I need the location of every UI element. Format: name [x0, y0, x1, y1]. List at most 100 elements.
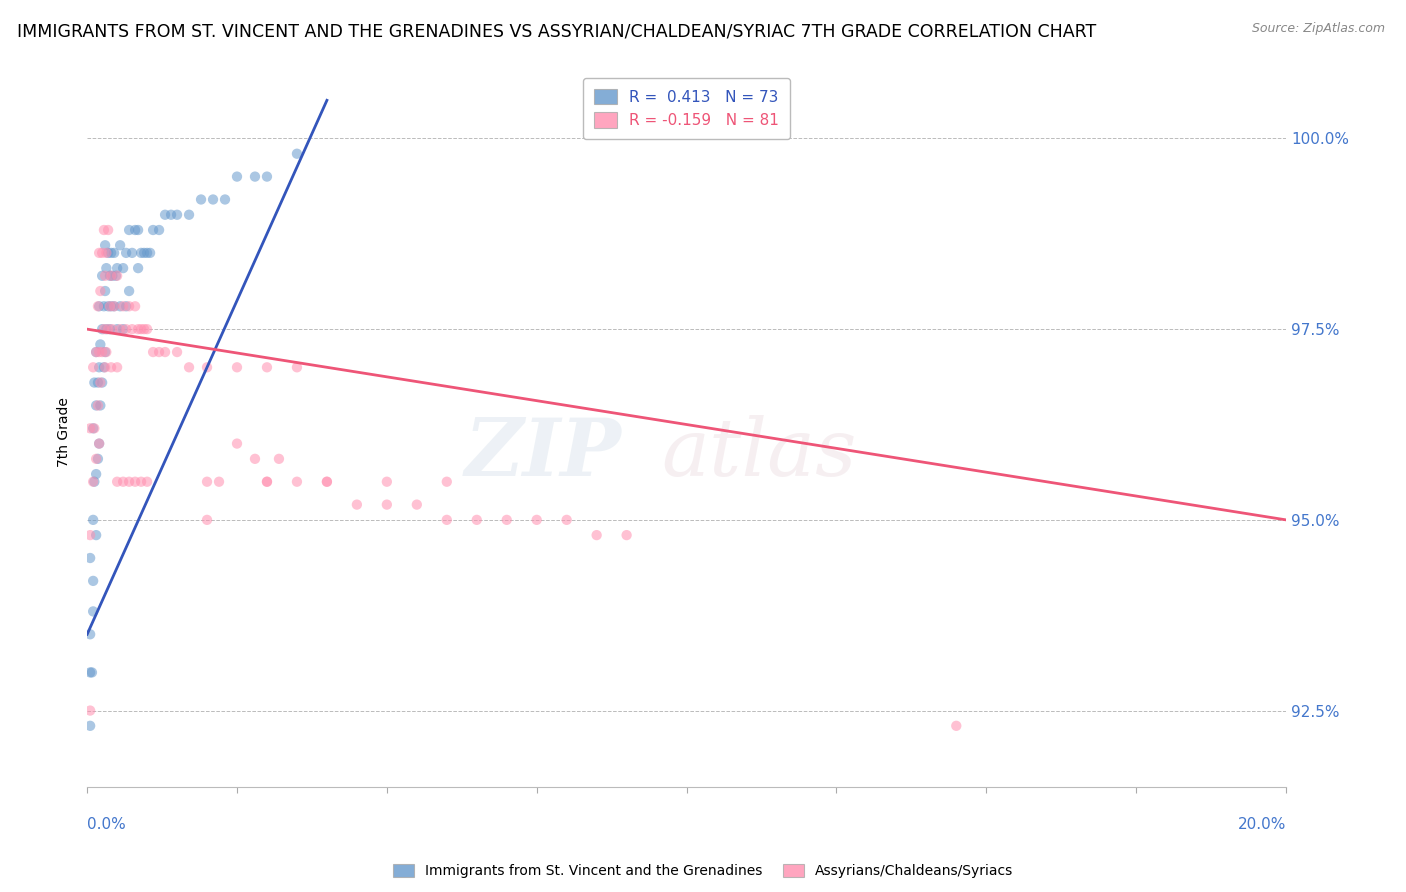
- Point: [101, 268, 124, 283]
- Point: [91, 268, 114, 283]
- Point: [142, 345, 165, 359]
- Point: [82, 513, 104, 527]
- Point: [84, 467, 107, 481]
- Point: [83, 421, 105, 435]
- Point: [89, 299, 111, 313]
- Point: [267, 451, 290, 466]
- Point: [585, 528, 607, 542]
- Point: [118, 284, 141, 298]
- Point: [96, 261, 118, 276]
- Point: [89, 246, 111, 260]
- Point: [100, 299, 122, 313]
- Point: [177, 208, 200, 222]
- Point: [98, 299, 121, 313]
- Point: [94, 238, 117, 252]
- Point: [80, 665, 103, 680]
- Point: [105, 268, 128, 283]
- Point: [118, 223, 141, 237]
- Point: [132, 246, 155, 260]
- Point: [96, 322, 118, 336]
- Point: [93, 360, 115, 375]
- Point: [127, 322, 149, 336]
- Point: [256, 475, 278, 489]
- Point: [100, 268, 122, 283]
- Point: [79, 704, 101, 718]
- Point: [118, 299, 141, 313]
- Point: [97, 223, 120, 237]
- Point: [124, 223, 146, 237]
- Point: [105, 475, 128, 489]
- Point: [101, 322, 124, 336]
- Point: [153, 345, 176, 359]
- Point: [945, 719, 967, 733]
- Point: [98, 322, 121, 336]
- Point: [100, 360, 122, 375]
- Point: [127, 223, 149, 237]
- Point: [79, 421, 101, 435]
- Point: [202, 193, 225, 207]
- Point: [108, 238, 131, 252]
- Point: [93, 299, 115, 313]
- Point: [94, 345, 117, 359]
- Point: [190, 193, 212, 207]
- Point: [208, 475, 231, 489]
- Point: [89, 345, 111, 359]
- Point: [112, 322, 135, 336]
- Point: [89, 436, 111, 450]
- Point: [82, 360, 104, 375]
- Point: [82, 421, 104, 435]
- Point: [526, 513, 548, 527]
- Point: [89, 284, 111, 298]
- Point: [285, 360, 308, 375]
- Point: [129, 322, 152, 336]
- Point: [316, 475, 339, 489]
- Point: [148, 345, 170, 359]
- Point: [256, 169, 278, 184]
- Point: [139, 246, 162, 260]
- Point: [226, 436, 249, 450]
- Point: [346, 498, 368, 512]
- Point: [148, 223, 170, 237]
- Point: [112, 299, 135, 313]
- Point: [160, 208, 183, 222]
- Point: [83, 376, 105, 390]
- Point: [129, 246, 152, 260]
- Point: [89, 376, 111, 390]
- Point: [96, 345, 118, 359]
- Text: ZIP: ZIP: [464, 415, 621, 492]
- Point: [136, 322, 159, 336]
- Point: [100, 246, 122, 260]
- Point: [226, 169, 249, 184]
- Point: [195, 513, 218, 527]
- Point: [243, 451, 266, 466]
- Point: [129, 475, 152, 489]
- Point: [436, 513, 458, 527]
- Point: [115, 299, 138, 313]
- Point: [195, 360, 218, 375]
- Point: [616, 528, 638, 542]
- Point: [84, 451, 107, 466]
- Point: [83, 475, 105, 489]
- Point: [214, 193, 236, 207]
- Point: [256, 475, 278, 489]
- Point: [124, 475, 146, 489]
- Point: [112, 475, 135, 489]
- Point: [112, 261, 135, 276]
- Text: Source: ZipAtlas.com: Source: ZipAtlas.com: [1251, 22, 1385, 36]
- Point: [136, 475, 159, 489]
- Point: [89, 360, 111, 375]
- Point: [465, 513, 488, 527]
- Point: [89, 337, 111, 351]
- Point: [93, 223, 115, 237]
- Point: [103, 299, 125, 313]
- Point: [94, 268, 117, 283]
- Point: [103, 246, 125, 260]
- Point: [79, 551, 101, 566]
- Point: [87, 451, 110, 466]
- Point: [89, 399, 111, 413]
- Point: [115, 322, 138, 336]
- Point: [153, 208, 176, 222]
- Legend: R =  0.413   N = 73, R = -0.159   N = 81: R = 0.413 N = 73, R = -0.159 N = 81: [583, 78, 790, 139]
- Point: [108, 322, 131, 336]
- Point: [87, 299, 110, 313]
